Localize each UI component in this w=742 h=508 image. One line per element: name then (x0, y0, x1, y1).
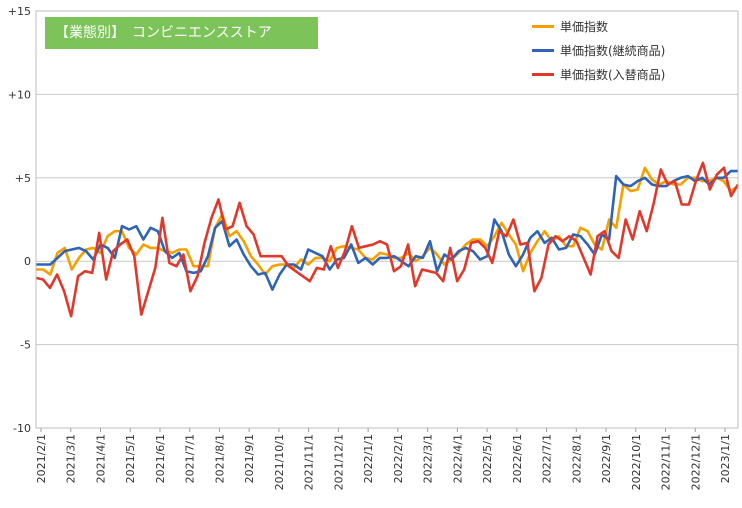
x-tick-label: 2021/7/1 (184, 434, 197, 483)
x-tick-label: 2021/3/1 (65, 434, 78, 483)
y-tick-label: -5 (20, 339, 31, 352)
x-tick-label: 2021/9/1 (243, 434, 256, 483)
x-tick-label: 2022/7/1 (541, 434, 554, 483)
x-tick-label: 2021/5/1 (124, 434, 137, 483)
legend-label-unit-price: 単価指数 (560, 19, 609, 34)
x-tick-label: 2022/12/1 (689, 434, 702, 490)
series-lines (35, 161, 740, 318)
x-tick-label: 2022/3/1 (422, 434, 435, 483)
x-tick-label: 2021/4/1 (94, 434, 107, 483)
plot-frame (35, 10, 739, 429)
x-tick-label: 2022/5/1 (481, 434, 494, 483)
y-tick-label: -10 (13, 422, 31, 435)
x-tick-label: 2022/2/1 (392, 434, 405, 483)
x-tick-label: 2022/8/1 (570, 434, 583, 483)
x-tick-label: 2021/12/1 (332, 434, 345, 490)
x-tick-label: 2022/9/1 (600, 434, 613, 483)
legend: 単価指数 単価指数(継続商品) 単価指数(入替商品) (532, 14, 665, 86)
x-tick-label: 2021/2/1 (35, 434, 48, 483)
series-line-1 (36, 169, 738, 291)
x-tick-label: 2021/11/1 (303, 434, 316, 490)
chart-title: 【業態別】 コンビニエンスストア (45, 17, 318, 49)
legend-item-replaced: 単価指数(入替商品) (532, 62, 665, 86)
legend-item-continuing: 単価指数(継続商品) (532, 38, 665, 62)
legend-swatch-unit-price (532, 24, 554, 28)
legend-item-unit-price: 単価指数 (532, 14, 665, 38)
y-tick-label: +5 (15, 172, 31, 185)
x-tick-label: 2022/10/1 (630, 434, 643, 490)
series-line-2 (35, 161, 740, 318)
x-tick-label: 2021/6/1 (154, 434, 167, 483)
legend-swatch-continuing (532, 48, 554, 52)
x-tick-label: 2021/10/1 (273, 434, 286, 490)
series-line-0 (36, 166, 739, 276)
legend-label-continuing: 単価指数(継続商品) (560, 43, 666, 58)
x-tick-label: 2021/8/1 (213, 434, 226, 483)
legend-label-replaced: 単価指数(入替商品) (560, 67, 666, 82)
y-tick-label: 0 (24, 255, 31, 268)
x-tick-label: 2022/11/1 (660, 434, 673, 490)
x-axis-ticks: 2021/2/1 2021/3/1 2021/4/1 2021/5/1 2021/6/1… (35, 428, 732, 490)
legend-swatch-replaced (532, 72, 554, 76)
x-tick-label: 2022/4/1 (451, 434, 464, 483)
y-axis-ticks: -10 -5 0 +5 +10 +15 (8, 5, 31, 435)
y-tick-label: +10 (8, 88, 31, 101)
x-tick-label: 2022/6/1 (511, 434, 524, 483)
x-tick-label: 2022/1/1 (362, 434, 375, 483)
x-tick-label: 2023/1/1 (719, 434, 732, 483)
y-tick-label: +15 (8, 5, 31, 18)
